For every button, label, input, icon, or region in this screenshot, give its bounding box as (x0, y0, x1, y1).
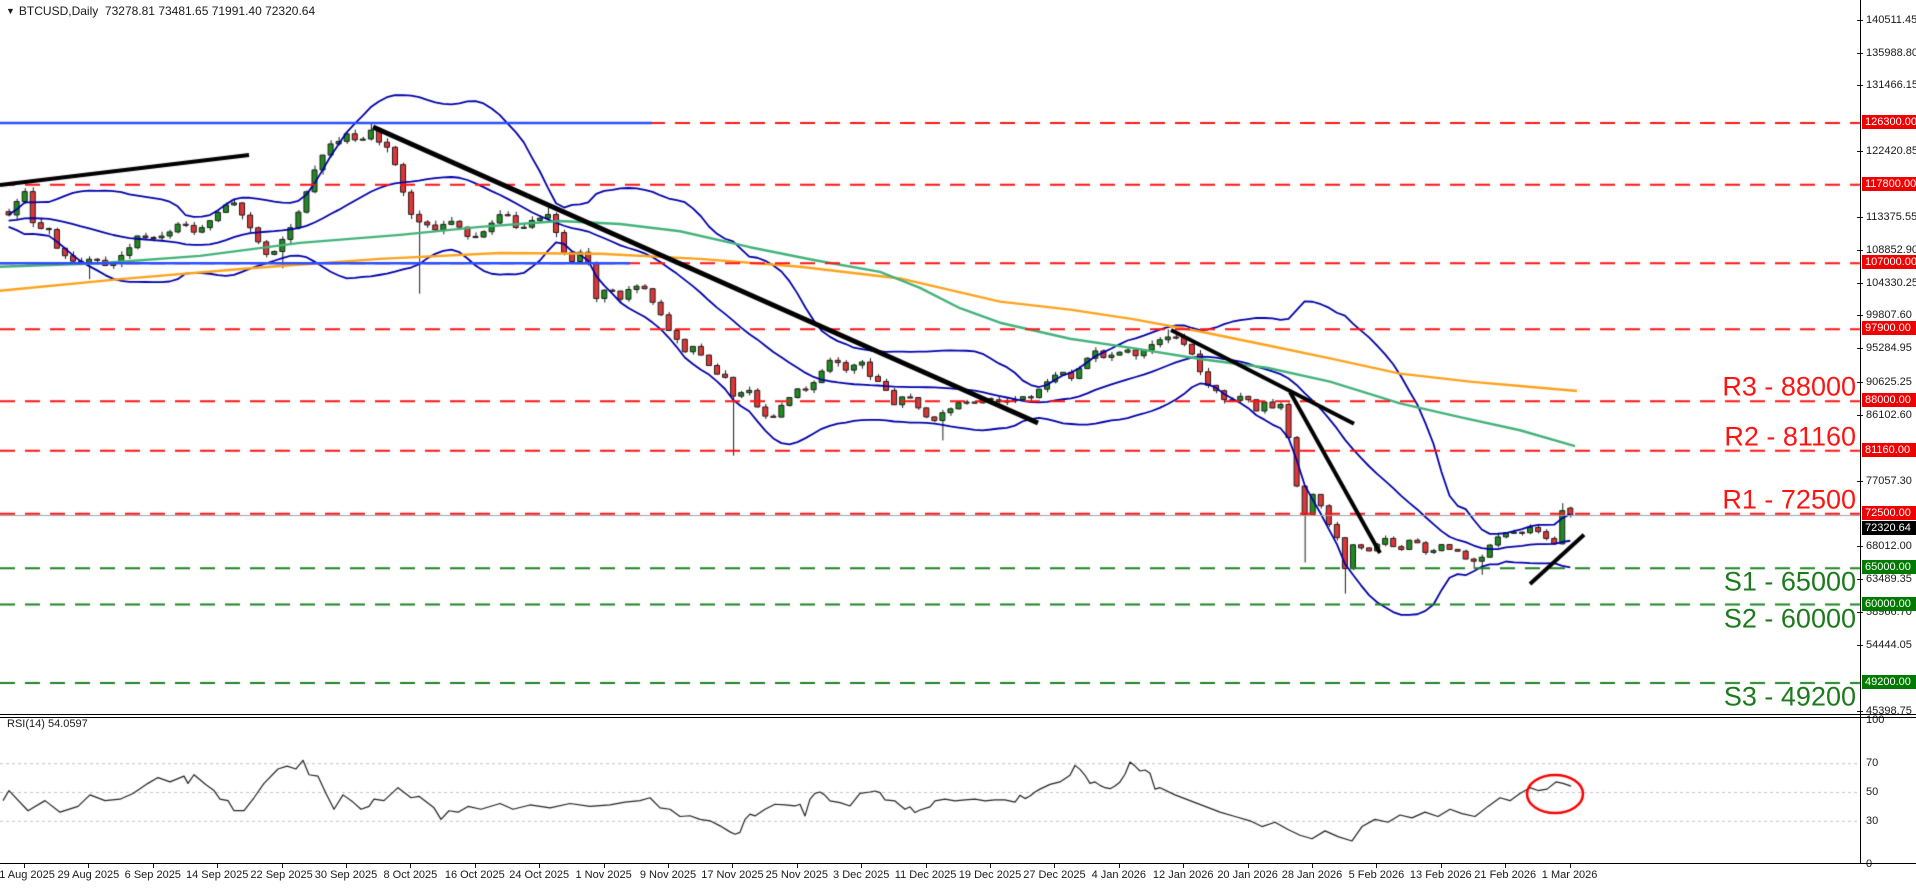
date-tick-mark (474, 864, 476, 868)
price-tick-label: 108852.90 (1866, 243, 1916, 256)
price-tick-label: 86102.60 (1866, 408, 1912, 421)
price-tick-label: 104330.25 (1866, 276, 1916, 289)
rsi-tick-label: 0 (1866, 858, 1873, 870)
date-label: 19 Dec 2025 (958, 869, 1022, 881)
price-tag-72500: 72500.00 (1862, 505, 1916, 520)
date-tick-mark (1505, 864, 1507, 868)
date-label: 4 Jan 2026 (1091, 869, 1147, 881)
price-tick-label: 131466.15 (1866, 79, 1916, 92)
panel-separator-bottom[interactable] (0, 717, 1916, 718)
price-axis-line (1860, 0, 1861, 864)
date-label: 1 Nov 2025 (575, 869, 632, 881)
date-label: 8 Oct 2025 (383, 869, 438, 881)
date-tick-mark (861, 864, 863, 868)
date-tick-mark (152, 864, 154, 868)
symbol-ohlc-text: BTCUSD,Daily 73278.81 73481.65 71991.40 … (18, 4, 316, 18)
date-label: 12 Jan 2026 (1152, 869, 1214, 881)
date-label: 13 Feb 2026 (1409, 869, 1472, 881)
symbol-header: ▼ BTCUSD,Daily 73278.81 73481.65 71991.40… (6, 4, 315, 18)
price-tag-88000: 88000.00 (1862, 393, 1916, 408)
price-tick-label: 68012.00 (1866, 540, 1912, 553)
rsi-indicator-label: RSI(14) 54.0597 (7, 718, 88, 730)
price-tick-label: 77057.30 (1866, 474, 1912, 487)
price-tag-60000: 60000.00 (1862, 596, 1916, 611)
date-tick-mark (1312, 864, 1313, 868)
date-label: 16 Oct 2025 (444, 869, 505, 881)
date-label: 30 Sep 2025 (314, 869, 378, 881)
date-tick-mark (539, 864, 541, 868)
price-tick-label: 54444.05 (1866, 638, 1912, 651)
price-tag-49200: 49200.00 (1862, 674, 1916, 689)
sr-label-s2: S2 - 60000 (1723, 603, 1856, 634)
date-tick-mark (990, 864, 991, 868)
price-tick-label: 95284.95 (1866, 342, 1912, 355)
date-tick-mark (1247, 864, 1249, 868)
date-label: 20 Jan 2026 (1217, 869, 1278, 881)
price-tag-107000: 107000.00 (1862, 255, 1916, 270)
date-tick-mark (1054, 864, 1056, 868)
sr-label-r2: R2 - 81160 (1724, 421, 1856, 452)
date-tick-mark (925, 864, 927, 868)
price-tick-label: 63489.35 (1866, 573, 1912, 586)
rsi-tick-label: 100 (1866, 714, 1885, 726)
date-tick-mark (1440, 864, 1442, 868)
time-axis-line (0, 863, 1916, 864)
date-tick-mark (1118, 864, 1120, 868)
date-label: 21 Aug 2025 (0, 869, 55, 881)
date-tick-mark (346, 864, 347, 868)
date-tick-mark (410, 864, 412, 868)
current-price-tag: 72320.64 (1862, 521, 1916, 535)
date-label: 6 Sep 2025 (124, 869, 181, 881)
date-label: 17 Nov 2025 (701, 869, 764, 881)
price-tick-label: 90625.25 (1866, 376, 1912, 389)
date-tick-mark (1183, 864, 1185, 868)
date-label: 29 Aug 2025 (57, 869, 120, 881)
date-label: 27 Dec 2025 (1023, 869, 1086, 881)
price-tick-label: 99807.60 (1866, 309, 1912, 322)
date-label: 24 Oct 2025 (509, 869, 570, 881)
date-label: 22 Sep 2025 (250, 869, 313, 881)
date-label: 21 Feb 2026 (1474, 869, 1537, 881)
price-tag-65000: 65000.00 (1862, 560, 1916, 575)
price-tick-label: 135988.80 (1866, 46, 1916, 59)
rsi-tick-label: 70 (1866, 757, 1879, 770)
sr-label-s1: S1 - 65000 (1723, 566, 1856, 597)
date-label: 9 Nov 2025 (639, 869, 697, 881)
date-tick-mark (732, 864, 734, 868)
chevron-down-icon[interactable]: ▼ (6, 6, 15, 16)
price-tag-126300: 126300.00 (1862, 115, 1916, 129)
price-tag-117800: 117800.00 (1862, 176, 1916, 191)
date-label: 11 Dec 2025 (894, 869, 957, 881)
price-tick-label: 45398.75 (1866, 704, 1912, 717)
date-label: 25 Nov 2025 (765, 869, 828, 881)
rsi-tick-label: 30 (1866, 814, 1879, 827)
date-label: 28 Jan 2026 (1281, 869, 1343, 881)
price-tick-label: 113375.55 (1866, 210, 1916, 223)
date-tick-mark (796, 864, 798, 868)
date-label: 1 Mar 2026 (1541, 869, 1598, 881)
sr-label-r3: R3 - 88000 (1722, 371, 1856, 402)
panel-separator-top[interactable] (0, 714, 1916, 715)
price-tick-label: 122420.85 (1866, 145, 1916, 158)
price-tag-81160: 81160.00 (1862, 442, 1916, 457)
sr-label-r1: R1 - 72500 (1722, 484, 1856, 515)
date-tick-mark (88, 864, 90, 868)
date-tick-mark (24, 864, 25, 868)
date-tick-mark (1376, 864, 1378, 868)
rsi-tick-label: 50 (1866, 786, 1879, 798)
price-tag-97900: 97900.00 (1862, 321, 1916, 336)
date-label: 5 Feb 2026 (1348, 869, 1405, 881)
date-tick-mark (1569, 864, 1571, 868)
date-tick-mark (281, 864, 283, 868)
date-label: 3 Dec 2025 (833, 869, 890, 881)
sr-label-s3: S3 - 49200 (1723, 681, 1856, 712)
date-tick-mark (668, 864, 669, 868)
price-tick-label: 140511.45 (1866, 13, 1916, 26)
date-tick-mark (603, 864, 605, 868)
date-tick-mark (217, 864, 219, 868)
date-label: 14 Sep 2025 (185, 869, 249, 881)
